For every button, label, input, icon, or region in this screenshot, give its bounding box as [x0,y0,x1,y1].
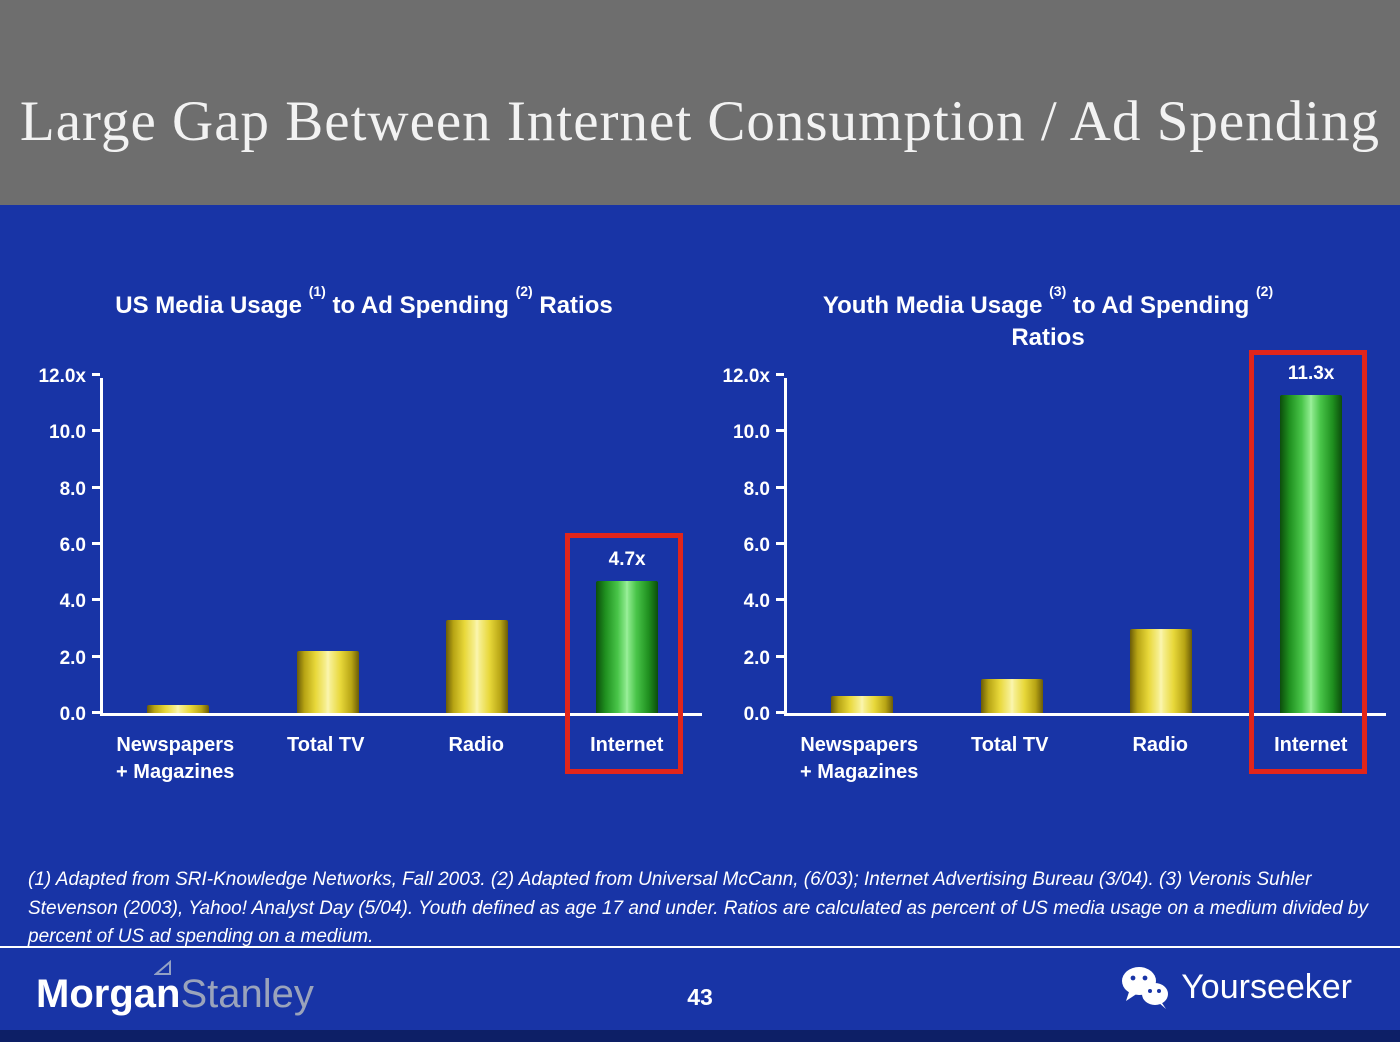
header-band: Large Gap Between Internet Consumption /… [0,0,1400,205]
x-category-label-internet: Internet [1274,734,1348,756]
chart-title: US Media Usage (1) to Ad Spending (2) Ra… [26,283,702,378]
x-category-label-radio: Radio [448,734,505,756]
y-tick-label: 12.0x [722,366,770,387]
bar-internet [1280,394,1343,713]
x-axis-labels: Newspapers + Magazines Total TV Radio Intern… [784,732,1386,786]
slide-title: Large Gap Between Internet Consumption /… [19,90,1381,153]
bar-newspapers-magazines [830,696,893,713]
bar-slot-radio [1087,378,1237,713]
bar-slot-internet: 11.3x [1236,363,1386,713]
y-tick-mark [92,485,100,489]
bar-newspapers-magazines [146,704,209,713]
y-tick-label: 4.0 [743,591,770,613]
chart-title: Youth Media Usage (3) to Ad Spending (2)… [710,283,1386,378]
y-axis: 12.0x 10.0 8.0 6.0 4.0 2.0 0.0 [710,366,784,725]
title-superscript: (3) [1049,283,1067,299]
y-tick-label: 2.0 [743,647,770,669]
y-tick-mark [92,542,100,545]
y-tick-label: 0.0 [59,704,86,725]
title-superscript: (2) [1256,283,1274,299]
title-text: to Ad Spending [325,292,516,319]
bar-internet [596,580,659,713]
title-superscript: (2) [515,283,533,299]
chart-youth-media-usage: Youth Media Usage (3) to Ad Spending (2)… [710,283,1386,786]
title-text: Youth Media Usage [822,292,1050,319]
x-category-label-newspapers-magazines: Newspapers + Magazines [800,734,919,783]
bar-slot-total-tv [253,378,403,713]
bar-total-tv [296,651,359,713]
y-tick-label: 6.0 [743,535,770,556]
x-category-label-internet: Internet [590,734,664,756]
chart-body: 12.0x 10.0 8.0 6.0 4.0 2.0 0.0 11.3x Newspaper… [710,349,1386,786]
y-tick-mark [776,542,784,545]
y-tick-label: 10.0 [49,422,86,444]
x-category-label-radio: Radio [1132,734,1189,756]
plot-area: 4.7x [92,373,702,716]
chart-body: 12.0x 10.0 8.0 6.0 4.0 2.0 0.0 4.7x Newspapers… [26,366,702,786]
page-number: 43 [687,984,713,1010]
y-tick-mark [776,429,784,433]
plot-wrap: 11.3x Newspapers + Magazines Total TV Radio… [776,349,1386,786]
bar-slot-total-tv [937,378,1087,713]
y-tick-mark [776,654,784,658]
y-tick-mark [92,654,100,658]
highlight-box [565,532,684,774]
y-tick-label: 12.0x [38,366,86,387]
morgan-stanley-logo: MorganStanley [36,960,314,1017]
wechat-icon [1122,967,1169,1009]
bar-slot-newspapers-magazines [103,378,253,713]
bar-radio [1130,628,1193,713]
triangle-flag-icon [154,960,171,975]
charts-row: US Media Usage (1) to Ad Spending (2) Ra… [26,283,1386,786]
y-tick-label: 0.0 [743,704,770,725]
y-tick-mark [92,598,100,602]
y-tick-mark [776,485,784,489]
footnote: (1) Adapted from SRI-Knowledge Networks,… [28,869,1368,947]
y-tick-mark [776,373,784,376]
y-tick-label: 10.0 [733,422,770,444]
x-axis-labels: Newspapers + Magazines Total TV Radio Intern… [100,732,702,786]
y-tick-mark [92,373,100,376]
bar-value-label: 11.3x [1287,362,1335,384]
watermark: Yourseeker [1119,964,1352,1010]
y-tick-label: 8.0 [743,478,770,500]
title-text: to Ad Spending [1066,292,1256,319]
separator-line [0,946,1400,948]
y-tick-mark [92,429,100,433]
bar-total-tv [980,679,1043,713]
x-category-label-total-tv: Total TV [287,734,365,756]
title-text: Ratios [1011,324,1085,352]
bar-radio [446,620,509,713]
bar-value-label: 4.7x [608,548,646,570]
bottom-strip [0,1030,1400,1042]
brand-stanley: Stanley [180,972,314,1016]
highlight-box [1249,349,1368,774]
x-category-label-total-tv: Total TV [971,734,1049,756]
title-text: Ratios [532,292,613,319]
y-tick-label: 2.0 [59,647,86,669]
brand-morgan: Morgan [36,972,181,1016]
y-axis: 12.0x 10.0 8.0 6.0 4.0 2.0 0.0 [26,366,100,725]
y-tick-label: 8.0 [59,478,86,500]
plot-area: 11.3x [776,363,1386,716]
x-category-label-newspapers-magazines: Newspapers + Magazines [116,734,235,783]
chart-us-media-usage: US Media Usage (1) to Ad Spending (2) Ra… [26,283,702,786]
bar-slot-newspapers-magazines [787,378,937,713]
plot-wrap: 4.7x Newspapers + Magazines Total TV Radio I… [92,373,702,786]
y-tick-label: 4.0 [59,591,86,613]
watermark-text: Yourseeker [1181,967,1352,1006]
y-tick-label: 6.0 [59,535,86,556]
title-text: US Media Usage [115,292,309,319]
title-superscript: (1) [308,283,326,299]
y-tick-mark [776,598,784,602]
bar-slot-internet: 4.7x [552,378,702,713]
bar-slot-radio [403,378,553,713]
y-tick-mark [92,711,100,714]
y-tick-mark [776,711,784,714]
